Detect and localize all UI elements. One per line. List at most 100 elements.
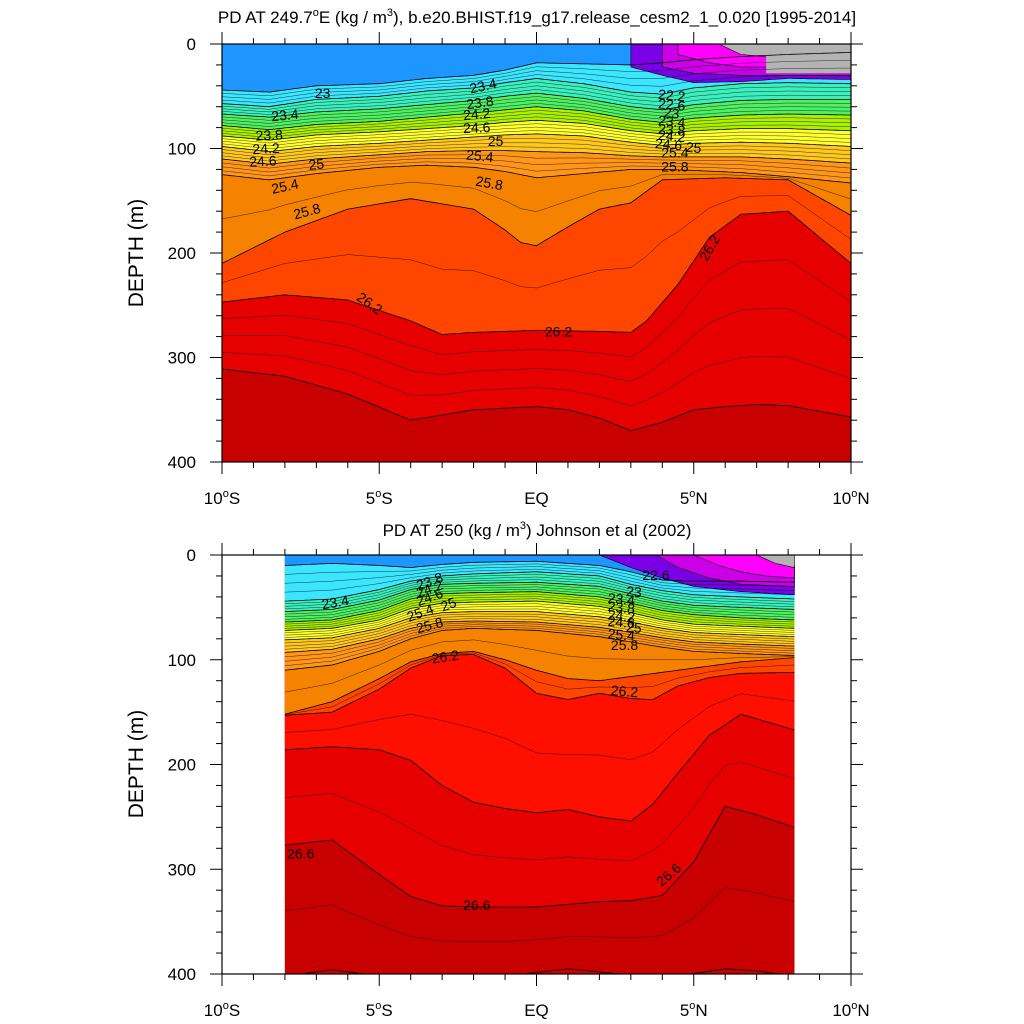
x-tick-label: 10oS — [204, 1000, 240, 1020]
contour-line-24-6 — [221, 119, 852, 141]
y-tick-label: 100 — [168, 140, 196, 159]
contour-line-26-4 — [284, 713, 795, 822]
contour-minor — [284, 613, 795, 644]
contour-minor — [221, 161, 852, 179]
contour-label: 23.4 — [468, 75, 498, 96]
contour-label: 25.8 — [414, 614, 445, 637]
contour-minor — [284, 603, 795, 634]
contour-line-25 — [284, 611, 795, 641]
y-tick-label: 200 — [168, 244, 196, 263]
contour-label: 25.4 — [466, 146, 495, 165]
contour-label: 23.4 — [271, 106, 300, 124]
contour-minor — [284, 626, 795, 667]
contour-minor — [284, 639, 795, 693]
contour-minor — [221, 158, 852, 174]
panel-model-contours — [221, 52, 852, 432]
contour-label: 23 — [663, 104, 680, 121]
contour-label: 25.8 — [292, 200, 323, 223]
y-tick-label: 400 — [168, 965, 196, 984]
contour-line-25-8 — [284, 627, 795, 671]
contour-minor — [221, 123, 852, 144]
contour-minor — [221, 96, 851, 121]
contour-label: 25.4 — [661, 145, 688, 161]
contour-minor — [284, 762, 795, 862]
contour-line-26-6 — [221, 368, 852, 432]
contour-minor — [221, 154, 852, 169]
contour-minor — [284, 622, 795, 658]
x-tick-label: 5oS — [366, 488, 393, 508]
x-tick-label: 5oN — [680, 488, 708, 508]
contour-label: 22.2 — [657, 86, 686, 104]
contour-label: 24.2 — [252, 140, 280, 157]
lightest-water-cell — [788, 555, 795, 566]
contour-minor — [221, 352, 852, 407]
contour-minor — [221, 126, 852, 147]
panel-observed-title: PD AT 250 (kg / m3) Johnson et al (2002) — [383, 520, 692, 540]
contour-line-26 — [221, 177, 852, 264]
contour-minor — [284, 616, 795, 647]
contour-label: 24.6 — [607, 613, 636, 631]
contour-minor — [284, 606, 795, 636]
contour-label: 26.2 — [545, 323, 572, 339]
contour-label: 26.2 — [431, 647, 460, 667]
x-tick-label: 10oS — [204, 488, 240, 508]
panel-model-axes: 0 100 200 300 400 10oS 5oS EQ 5oN 10oN — [168, 32, 870, 508]
contour-minor — [221, 130, 852, 150]
panel-observed-fill — [284, 554, 795, 974]
contour-minor — [284, 563, 795, 587]
y-tick-label: 100 — [168, 651, 196, 670]
contour-minor — [284, 586, 795, 618]
surface-patch — [756, 554, 795, 568]
contour-line-25-4 — [284, 620, 795, 653]
y-tick-label: 200 — [168, 756, 196, 775]
x-tick-label: EQ — [524, 489, 549, 508]
contour-line-24-2 — [284, 591, 795, 623]
contour-label: 23.4 — [657, 112, 686, 130]
contour-minor — [221, 174, 852, 220]
contour-minor — [221, 59, 852, 96]
contour-minor — [221, 74, 851, 104]
contour-label: 24.2 — [657, 127, 686, 145]
y-tick-label: 0 — [187, 35, 196, 54]
contour-label: 24.2 — [607, 607, 636, 625]
contour-line-26 — [284, 650, 795, 715]
contour-label: 26.6 — [463, 897, 490, 913]
contour-line-25 — [221, 133, 852, 153]
contour-minor — [221, 195, 852, 289]
contour-minor — [284, 579, 795, 610]
contour-line-25-8 — [221, 164, 852, 184]
contour-label: 24.6 — [463, 119, 491, 136]
contour-minor — [284, 608, 795, 638]
contour-label: 24.6 — [654, 135, 683, 153]
panel-observed-axes: 0 100 200 300 400 10oS 5oS EQ 5oN 10oN — [168, 543, 870, 1020]
contour-minor — [222, 308, 852, 382]
contour-line-24-6 — [284, 600, 795, 631]
contour-minor — [221, 89, 851, 115]
contour-line-23-4 — [221, 78, 851, 108]
contour-label: 25.4 — [270, 175, 300, 196]
contour-minor — [284, 584, 795, 615]
y-tick-label: 0 — [187, 546, 196, 565]
contour-minor — [284, 576, 795, 607]
contour-minor — [221, 113, 852, 136]
contour-label: 23.8 — [465, 93, 494, 113]
contour-label: 23.4 — [607, 590, 636, 608]
contour-minor — [221, 109, 852, 133]
contour-label: 23.8 — [255, 126, 283, 143]
contour-line-23-8 — [284, 581, 795, 612]
contour-minor — [221, 85, 851, 113]
contour-minor — [284, 589, 795, 620]
contour-line-24-2 — [221, 106, 852, 131]
panel-observed: PD AT 250 (kg / m3) Johnson et al (2002)… — [125, 520, 870, 1020]
contour-label: 22.6 — [657, 95, 686, 113]
contour-line-23 — [221, 52, 852, 93]
contour-minor — [221, 146, 852, 162]
contour-label: 25.8 — [611, 637, 638, 653]
y-tick-label: 400 — [168, 453, 196, 472]
contour-label: 24.6 — [249, 152, 277, 169]
contour-minor — [284, 618, 795, 650]
contour-label: 25 — [308, 156, 325, 173]
x-tick-label: 5oN — [680, 1000, 708, 1020]
